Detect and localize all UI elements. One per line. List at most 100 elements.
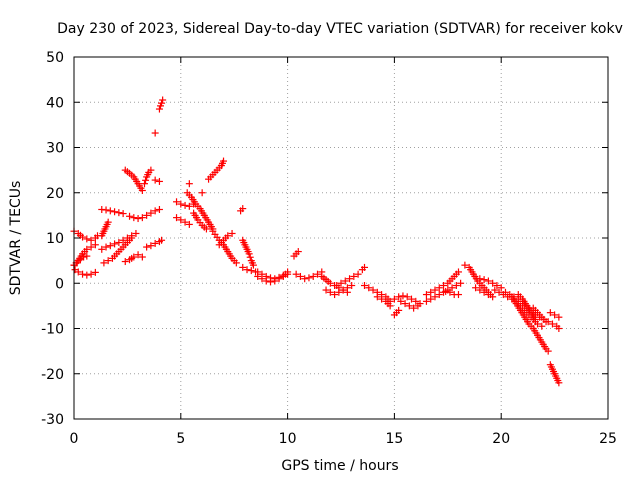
data-point bbox=[395, 293, 403, 301]
data-point bbox=[399, 292, 407, 300]
data-point bbox=[243, 266, 251, 274]
data-point bbox=[333, 282, 341, 290]
data-point bbox=[147, 166, 155, 174]
data-point bbox=[555, 325, 563, 332]
data-point bbox=[405, 302, 413, 310]
data-point bbox=[551, 311, 559, 319]
data-point bbox=[151, 239, 159, 247]
data-point bbox=[130, 214, 138, 222]
data-point bbox=[258, 275, 266, 283]
data-point bbox=[173, 198, 181, 206]
data-point bbox=[100, 259, 108, 267]
data-point bbox=[501, 288, 509, 296]
data-point bbox=[489, 293, 497, 301]
data-point bbox=[177, 216, 185, 224]
data-point bbox=[493, 282, 501, 290]
data-point bbox=[246, 253, 254, 261]
data-point bbox=[232, 259, 240, 267]
data-point bbox=[159, 96, 167, 104]
y-tick-label: 50 bbox=[46, 50, 64, 66]
y-tick-label: 30 bbox=[46, 141, 64, 157]
data-point bbox=[476, 286, 484, 294]
data-point bbox=[138, 214, 146, 222]
data-point bbox=[128, 234, 136, 242]
data-point bbox=[181, 201, 189, 209]
data-point bbox=[354, 270, 362, 278]
data-point bbox=[538, 322, 546, 330]
data-point bbox=[106, 242, 114, 250]
data-point bbox=[495, 288, 503, 296]
data-point bbox=[390, 295, 398, 303]
data-point bbox=[555, 379, 563, 387]
y-tick-label: 20 bbox=[46, 186, 64, 202]
data-point bbox=[143, 211, 151, 219]
data-point bbox=[360, 263, 368, 271]
data-point bbox=[422, 297, 430, 305]
data-point bbox=[239, 263, 247, 271]
data-point bbox=[220, 157, 228, 165]
data-point bbox=[440, 282, 448, 290]
grid-lines bbox=[74, 57, 608, 419]
data-point bbox=[461, 261, 469, 269]
data-point bbox=[173, 214, 181, 222]
data-point bbox=[446, 288, 454, 296]
data-point bbox=[267, 278, 275, 286]
data-point bbox=[151, 129, 159, 137]
data-point bbox=[480, 288, 488, 296]
data-point bbox=[484, 277, 492, 285]
data-point bbox=[181, 218, 189, 226]
data-point bbox=[155, 177, 163, 185]
data-point bbox=[132, 229, 140, 237]
data-point bbox=[414, 302, 422, 310]
x-tick-label: 25 bbox=[599, 431, 617, 447]
data-point bbox=[119, 210, 127, 218]
data-point bbox=[202, 225, 210, 233]
data-point bbox=[296, 272, 304, 280]
x-tick-label: 0 bbox=[70, 431, 79, 447]
y-tick-label: 10 bbox=[46, 231, 64, 247]
data-point bbox=[397, 297, 405, 305]
x-axis-label: GPS time / hours bbox=[281, 458, 398, 474]
data-point bbox=[427, 288, 435, 296]
y-tick-label: -10 bbox=[41, 322, 64, 338]
data-point bbox=[403, 293, 411, 301]
data-point bbox=[79, 270, 87, 278]
data-point bbox=[74, 268, 82, 276]
data-point bbox=[142, 176, 150, 184]
data-point bbox=[79, 233, 87, 241]
data-point bbox=[87, 236, 95, 244]
data-point bbox=[331, 291, 339, 299]
data-point bbox=[185, 202, 193, 210]
data-point bbox=[314, 270, 322, 278]
data-point bbox=[410, 304, 418, 312]
data-point bbox=[497, 284, 505, 292]
data-point bbox=[158, 99, 166, 107]
data-point bbox=[546, 309, 554, 317]
data-point bbox=[87, 243, 95, 251]
data-point bbox=[401, 300, 409, 308]
x-tick-label: 15 bbox=[385, 431, 403, 447]
y-tick-label: -30 bbox=[41, 412, 64, 428]
data-point bbox=[548, 320, 556, 328]
data-point bbox=[491, 286, 499, 294]
data-point bbox=[309, 272, 317, 280]
data-points bbox=[70, 96, 563, 387]
data-point bbox=[275, 275, 283, 283]
data-point bbox=[130, 253, 138, 261]
data-point bbox=[378, 295, 386, 303]
data-point bbox=[126, 212, 134, 220]
data-point bbox=[412, 297, 420, 305]
data-point bbox=[151, 176, 159, 184]
data-point bbox=[360, 282, 368, 290]
data-point bbox=[480, 276, 488, 284]
data-point bbox=[555, 313, 563, 321]
data-point bbox=[98, 245, 106, 253]
data-point bbox=[247, 267, 255, 275]
data-point bbox=[373, 293, 381, 301]
data-point bbox=[422, 291, 430, 299]
data-point bbox=[151, 207, 159, 215]
data-point bbox=[115, 209, 123, 217]
data-point bbox=[301, 275, 309, 283]
data-point bbox=[341, 277, 349, 285]
